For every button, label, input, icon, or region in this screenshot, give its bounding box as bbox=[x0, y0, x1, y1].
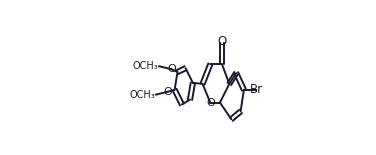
Text: OCH₃: OCH₃ bbox=[132, 61, 158, 71]
Text: O: O bbox=[167, 64, 176, 74]
Text: OCH₃: OCH₃ bbox=[129, 90, 155, 100]
Text: O: O bbox=[164, 87, 172, 97]
Text: O: O bbox=[206, 97, 215, 108]
Text: O: O bbox=[217, 35, 227, 48]
Text: Br: Br bbox=[250, 83, 263, 96]
